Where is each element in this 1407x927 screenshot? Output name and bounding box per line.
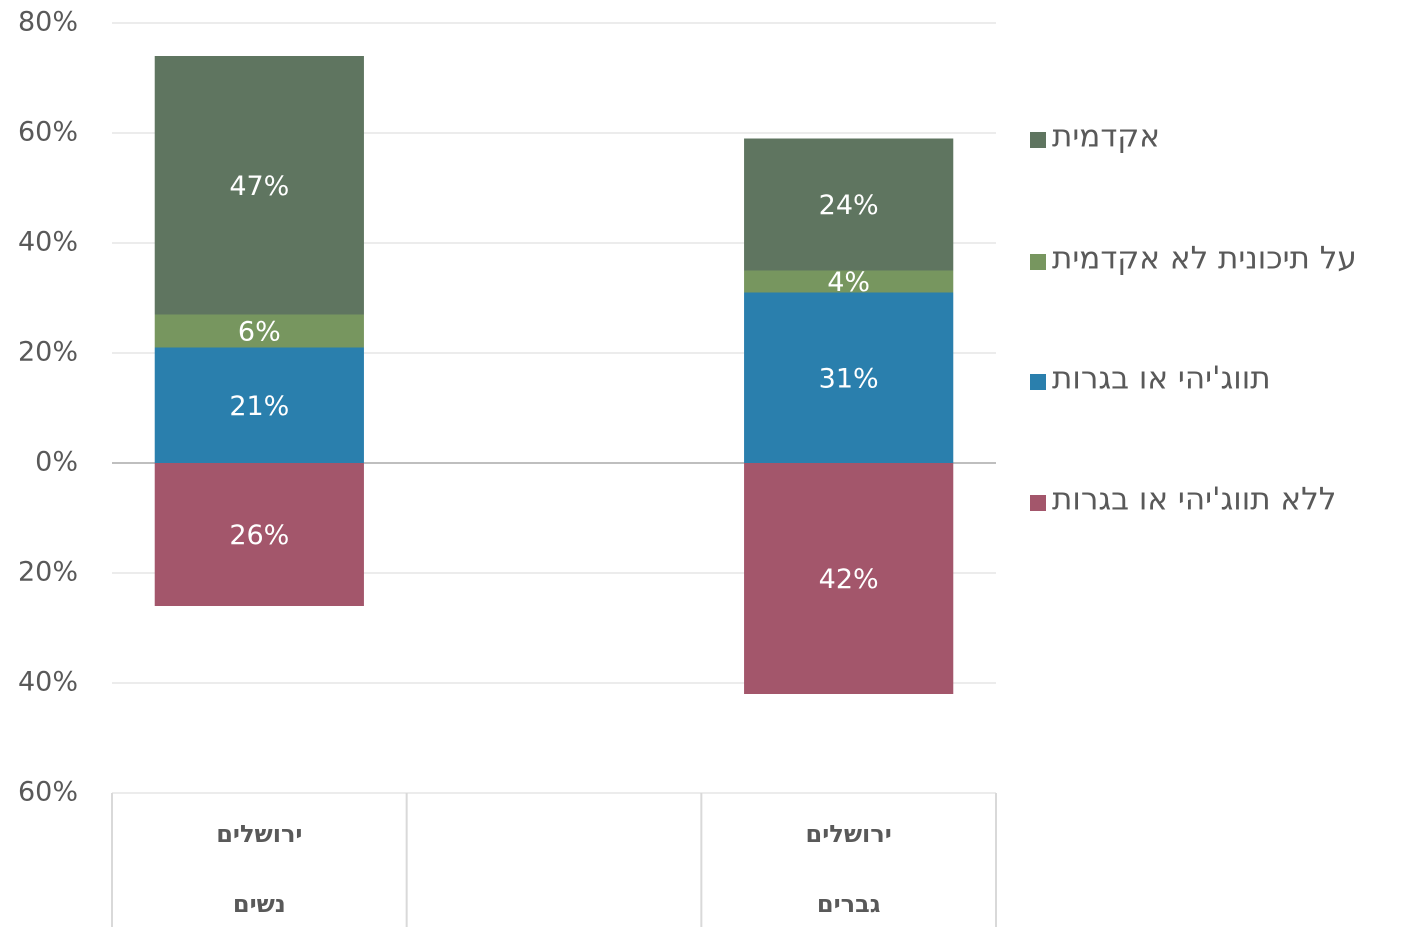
value-label: 26%: [229, 520, 289, 551]
value-label: 4%: [827, 267, 870, 298]
bar-segment: [154, 463, 364, 606]
value-label: 31%: [819, 363, 879, 394]
y-tick-label: 40%: [18, 667, 78, 698]
x-tick-label: ירושלים: [216, 820, 302, 848]
bar-segment: [744, 138, 954, 271]
value-label: 6%: [238, 317, 281, 348]
legend-label: תווג'יהי או בגרות: [1052, 361, 1271, 397]
legend-swatch: [1030, 495, 1046, 511]
legend-swatch: [1030, 254, 1046, 270]
legend-label: על תיכונית לא אקדמית: [1052, 241, 1357, 277]
bar-segment: [154, 56, 364, 315]
y-tick-label: 60%: [18, 117, 78, 148]
y-tick-label: 60%: [18, 777, 78, 808]
y-tick-label: 80%: [18, 7, 78, 38]
y-tick-label: 20%: [18, 337, 78, 368]
value-label: 24%: [819, 190, 879, 221]
bar-segment: [744, 292, 954, 463]
y-tick-label: 40%: [18, 227, 78, 258]
value-label: 21%: [229, 391, 289, 422]
y-tick-label: 0%: [35, 447, 78, 478]
legend-label: אקדמית: [1052, 119, 1160, 155]
bar-segment: [744, 270, 954, 293]
legend-swatch: [1030, 132, 1046, 148]
bar-segment: [744, 463, 954, 694]
value-label: 47%: [229, 171, 289, 202]
legend-label: ללא תווג'יהי או בגרות: [1052, 482, 1336, 518]
x-tick-label: גברים: [817, 890, 881, 918]
x-tick-label: נשים: [233, 890, 286, 918]
legend-swatch: [1030, 374, 1046, 390]
value-label: 42%: [819, 564, 879, 595]
y-tick-label: 20%: [18, 557, 78, 588]
bar-segment: [154, 314, 364, 348]
bar-segment: [154, 347, 364, 463]
x-tick-label: ירושלים: [806, 820, 892, 848]
